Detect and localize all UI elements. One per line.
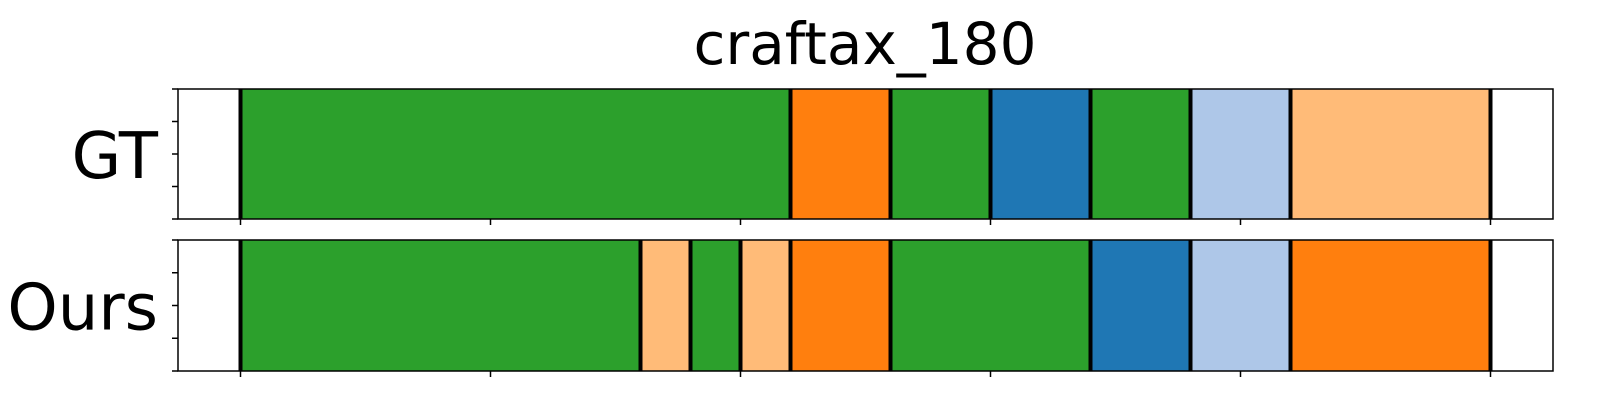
segment-gt-1 — [790, 89, 891, 219]
chart-title: craftax_180 — [694, 10, 1037, 78]
segment-ours-4 — [790, 240, 891, 371]
segment-ours-5 — [890, 240, 1091, 371]
segment-ours-2 — [690, 240, 741, 371]
segment-gt-6 — [1290, 89, 1491, 219]
segment-ours-1 — [640, 240, 691, 371]
rows-layer: GT Ours — [7, 88, 1554, 377]
segment-ours-3 — [740, 240, 791, 371]
segment-gt-5 — [1190, 89, 1291, 219]
row-label: GT — [72, 120, 159, 194]
segment-ours-8 — [1290, 240, 1491, 371]
row-gt: GT — [72, 88, 1554, 225]
segment-ours-0 — [240, 240, 641, 371]
segment-ours-7 — [1190, 240, 1291, 371]
segment-gt-0 — [240, 89, 791, 219]
segment-gt-2 — [890, 89, 991, 219]
segment-ours-6 — [1090, 240, 1191, 371]
row-ours: Ours — [7, 239, 1554, 377]
segment-gt-3 — [990, 89, 1091, 219]
segment-gt-4 — [1090, 89, 1191, 219]
row-label: Ours — [7, 272, 158, 346]
